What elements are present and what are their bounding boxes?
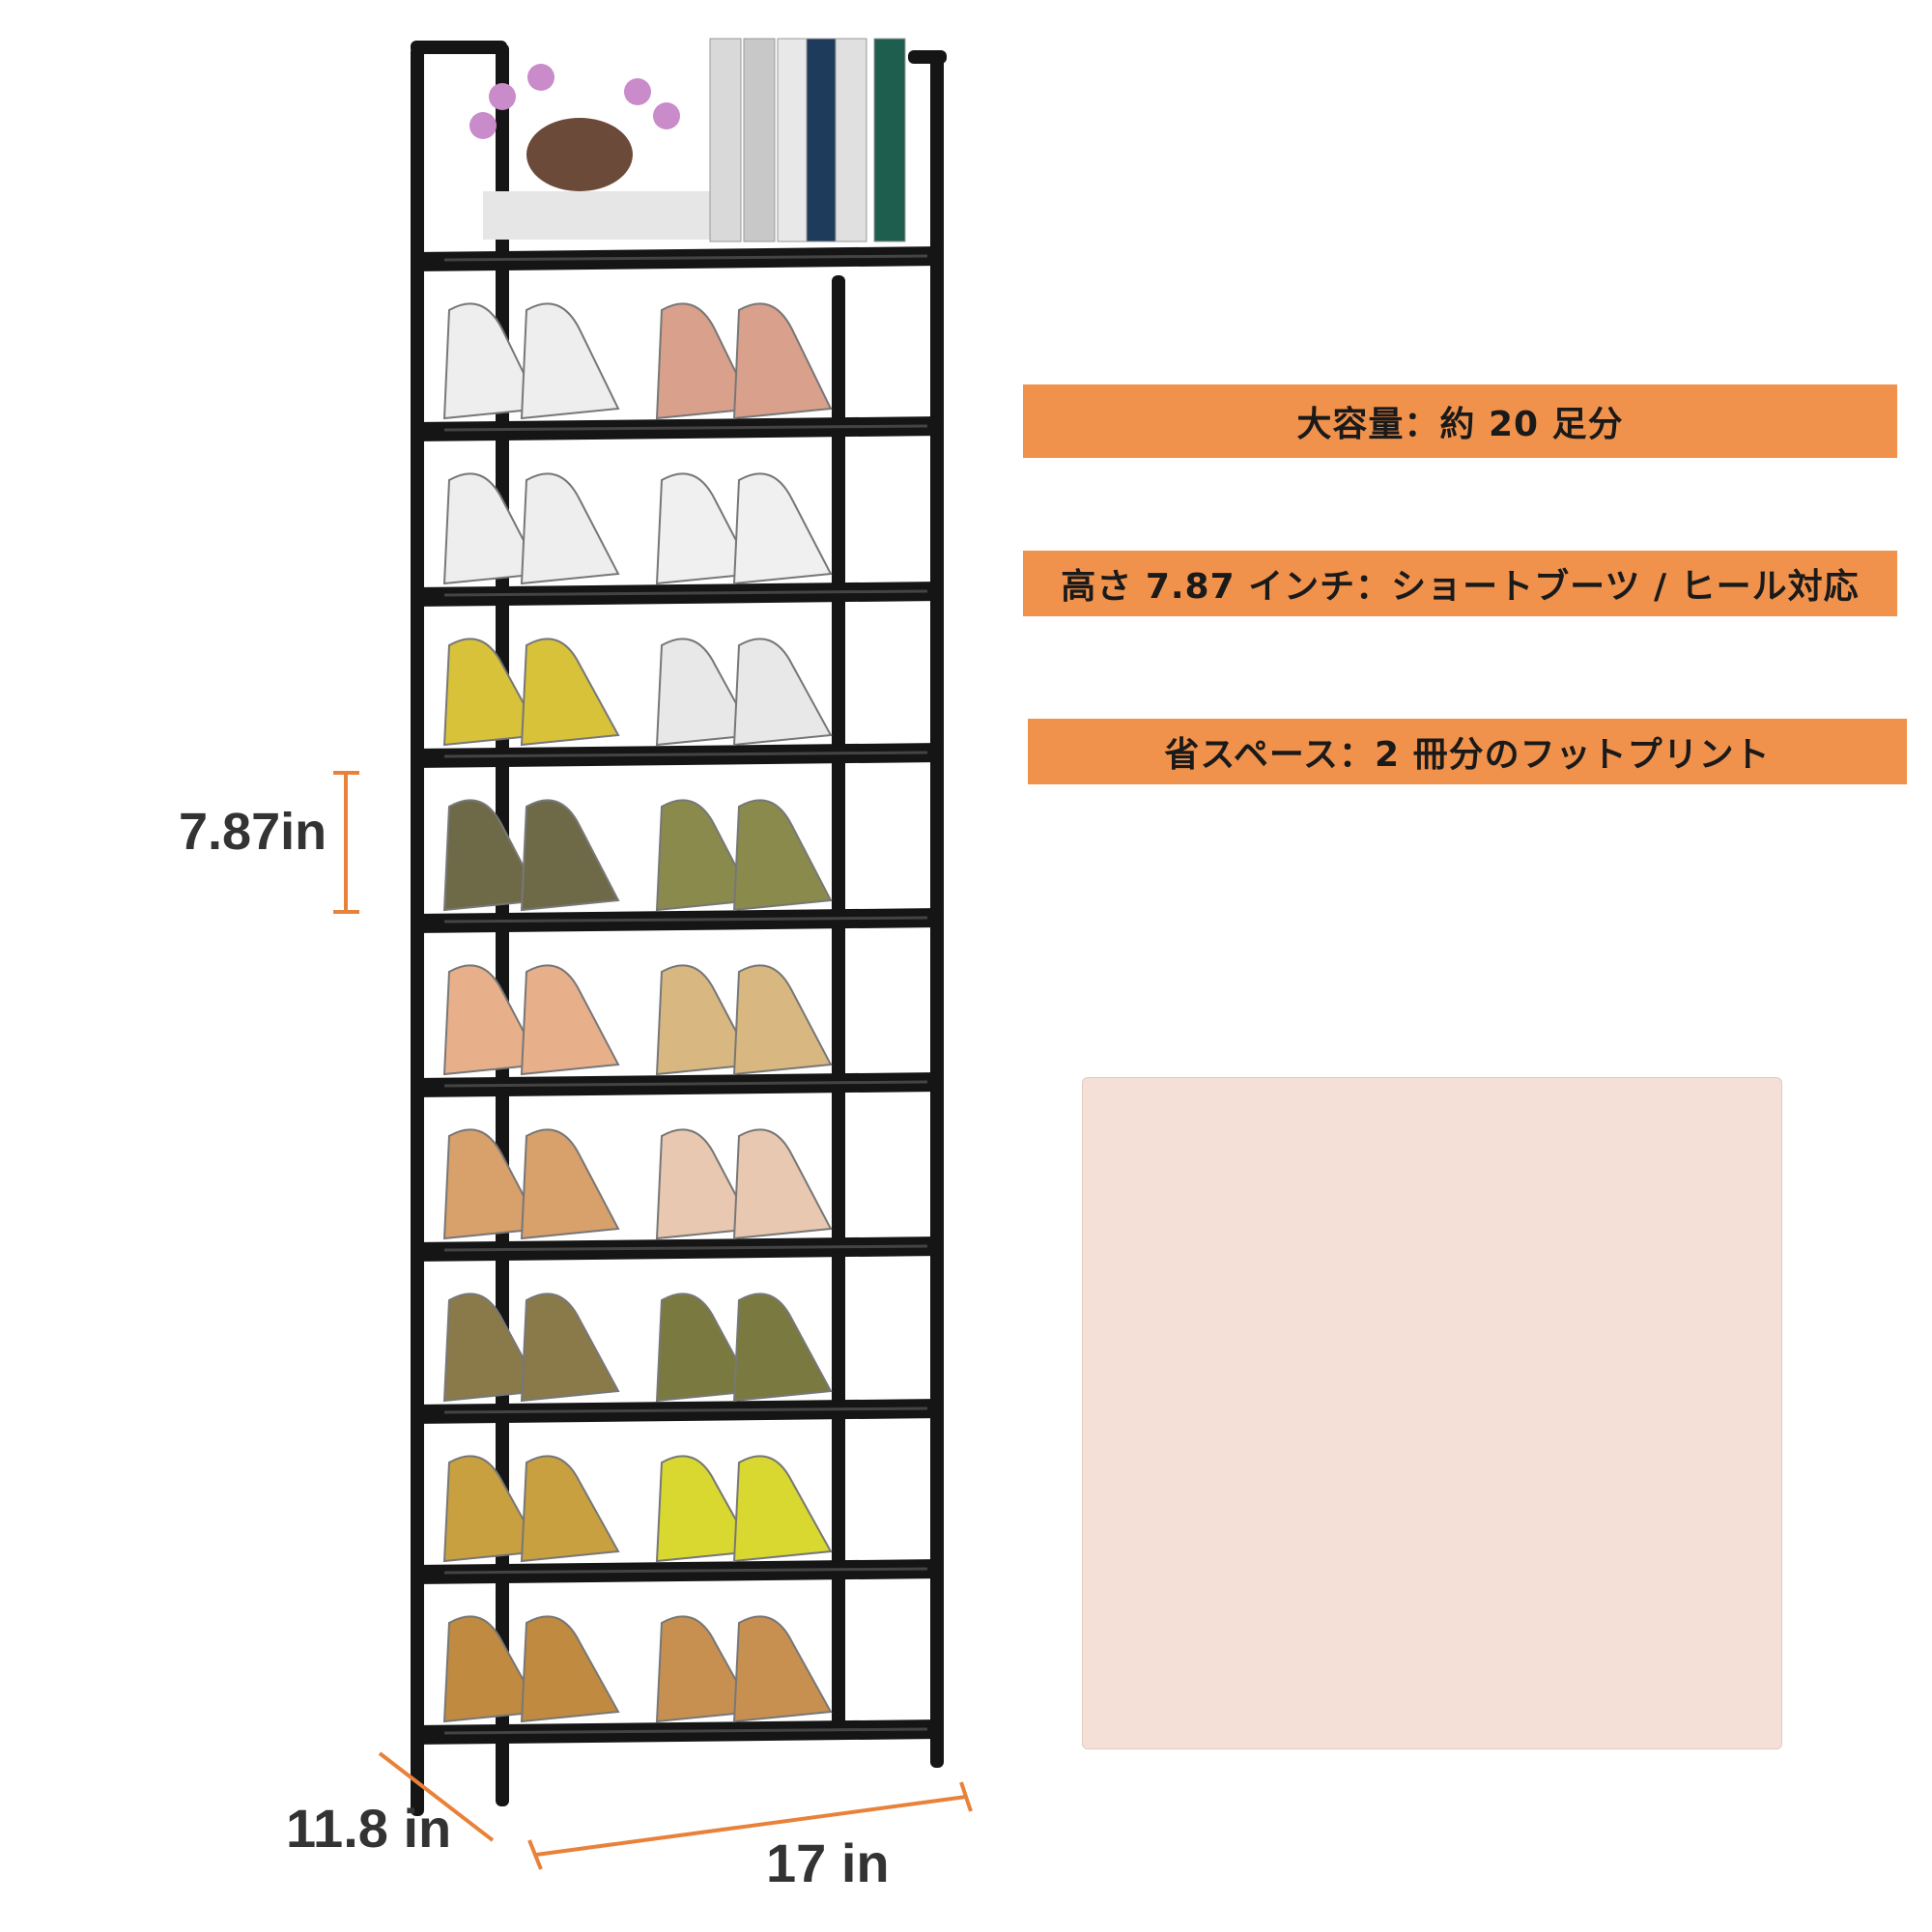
shoe	[442, 472, 543, 585]
shoe	[732, 964, 833, 1076]
shoe	[520, 1615, 620, 1723]
flower	[527, 64, 554, 91]
depth-label: 11.8 in	[286, 1798, 452, 1859]
shoe	[520, 964, 620, 1076]
shoe	[732, 1128, 833, 1240]
book	[777, 38, 810, 242]
book	[709, 38, 742, 242]
width-label: 17 in	[766, 1833, 890, 1893]
shoe	[442, 799, 543, 912]
dimension-cap	[527, 1839, 543, 1870]
book	[835, 38, 867, 242]
shoe	[442, 1455, 543, 1563]
shelf-slat	[443, 424, 928, 432]
shoe	[655, 638, 755, 747]
shoe	[520, 1455, 620, 1563]
shoe	[520, 799, 620, 912]
depth-dimension-line	[378, 1751, 495, 1842]
shelf-slat	[443, 1080, 928, 1088]
shelf-slat	[443, 1567, 928, 1575]
shoe	[732, 1293, 833, 1403]
shoe	[655, 1293, 755, 1403]
shelf-slat	[443, 916, 928, 923]
shoe	[520, 302, 620, 420]
shoe	[520, 472, 620, 585]
flower	[624, 78, 651, 105]
book	[806, 38, 838, 242]
flower-pot	[526, 118, 633, 191]
shoe	[732, 1455, 833, 1563]
shoe	[442, 1293, 543, 1403]
flower	[489, 83, 516, 110]
flower	[653, 102, 680, 129]
shelf-slat	[443, 1406, 928, 1414]
rack-top-rail	[411, 41, 507, 54]
shoe	[442, 302, 543, 420]
shoe	[655, 1128, 755, 1240]
shoe	[520, 638, 620, 747]
book-stack	[483, 191, 715, 240]
rack-post	[832, 275, 845, 1729]
shoe	[732, 472, 833, 585]
shoe	[655, 799, 755, 912]
flower	[469, 112, 497, 139]
shoe	[442, 1615, 543, 1723]
shelf-slat	[443, 1727, 928, 1735]
dimension-cap	[959, 1781, 973, 1812]
feature-banner-space: 省スペース：2 冊分のフットプリント	[1028, 719, 1907, 784]
book	[743, 38, 776, 242]
shoe	[732, 799, 833, 912]
tier-height-label: 7.87in	[179, 803, 327, 861]
rack-top-rail	[908, 50, 947, 64]
shoe-types-panel	[1082, 1077, 1782, 1749]
shoe	[442, 638, 543, 747]
shoe	[655, 964, 755, 1076]
feature-banner-capacity: 大容量：約 20 足分	[1023, 384, 1897, 458]
shelf-slat	[443, 589, 928, 597]
shoe	[442, 1128, 543, 1240]
shoe	[732, 302, 833, 420]
shelf-slat	[443, 254, 928, 262]
shelf-slat	[443, 1244, 928, 1252]
shelf-slat	[443, 751, 928, 758]
shoe	[655, 1455, 755, 1563]
book	[873, 38, 906, 242]
shoe	[442, 964, 543, 1076]
feature-banner-height: 高さ 7.87 インチ：ショートブーツ / ヒール対応	[1023, 551, 1897, 616]
shoe	[655, 1615, 755, 1723]
shoe	[655, 472, 755, 585]
shoe	[732, 638, 833, 747]
shoe	[520, 1128, 620, 1240]
shoe	[655, 302, 755, 420]
shoe	[520, 1293, 620, 1403]
width-dimension-line	[535, 1795, 967, 1857]
shoe	[732, 1615, 833, 1723]
